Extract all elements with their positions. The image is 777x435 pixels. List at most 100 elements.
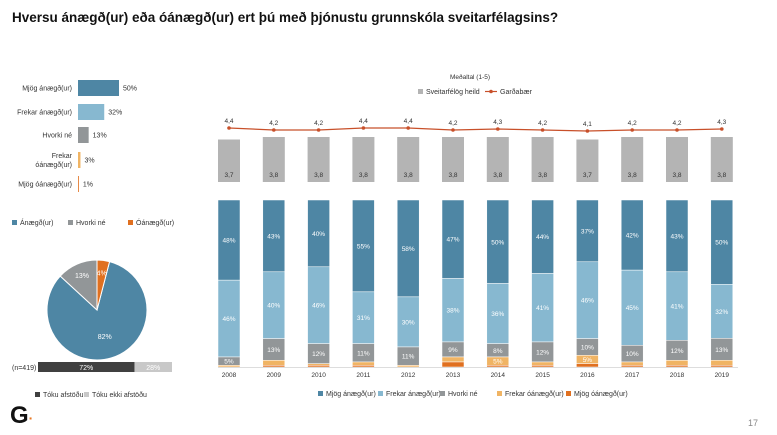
stacked-value: 9% [448, 347, 458, 354]
mean-bar [397, 137, 420, 182]
mean-bar-value: 3,8 [717, 172, 726, 179]
legend-label: Garðabær [500, 88, 533, 96]
stacked-value: 32% [715, 309, 728, 316]
stacked-value: 50% [715, 240, 728, 247]
n-label: (n=419) [12, 365, 36, 372]
stacked-value: 37% [581, 228, 594, 235]
year-label: 2017 [625, 372, 640, 379]
legend-label: Tóku afstöðu [43, 391, 84, 399]
hbar-label: Frekar [52, 153, 73, 160]
hbar [78, 80, 119, 96]
mean-marker [272, 128, 276, 132]
stacked-value: 41% [670, 304, 683, 311]
legend-swatch [128, 220, 133, 225]
mean-marker [675, 128, 679, 132]
stacked-segment [307, 365, 330, 368]
mean-line-value: 4,4 [359, 118, 368, 125]
year-label: 2012 [401, 372, 416, 379]
mean-marker [316, 128, 321, 132]
stacked-segment [531, 361, 554, 366]
stacked-value: 46% [222, 316, 235, 323]
year-label: 2009 [267, 372, 282, 379]
stacked-value: 48% [222, 238, 235, 245]
stacked-value: 12% [312, 351, 325, 358]
mean-bar-value: 3,8 [493, 172, 502, 179]
legend-label: Ánægð(ur) [20, 218, 53, 227]
year-label: 2008 [222, 372, 237, 379]
mean-marker [630, 128, 634, 132]
mean-bar [262, 137, 285, 182]
mean-bar [307, 137, 330, 182]
year-label: 2010 [311, 372, 326, 379]
mean-bar-value: 3,8 [448, 172, 457, 179]
mean-marker [227, 126, 231, 130]
stacked-segment [262, 360, 286, 366]
stacked-segment [441, 356, 465, 363]
stacked-segment [307, 363, 330, 366]
mean-bar [486, 137, 509, 182]
hbar-value: 13% [93, 133, 107, 140]
mean-bar-value: 3,8 [404, 172, 413, 179]
stacked-segment [620, 365, 644, 368]
afstada-bar [134, 362, 172, 372]
hbar [78, 176, 79, 192]
stacked-value: 46% [581, 298, 594, 305]
stacked-value: 50% [491, 239, 504, 246]
stacked-segment [217, 365, 241, 368]
stacked-segment [710, 365, 734, 368]
mean-line-value: 4,2 [628, 120, 637, 127]
mean-line [228, 127, 722, 132]
stacked-segment [665, 360, 689, 366]
stacked-value: 38% [446, 308, 459, 315]
mean-bar-value: 3,7 [583, 172, 592, 179]
mean-marker [720, 127, 724, 131]
legend-marker [489, 89, 493, 94]
mean-bar [352, 137, 375, 182]
mean-bar [531, 137, 554, 182]
mean-line-value: 4,1 [583, 121, 592, 128]
mean-marker [406, 126, 411, 130]
stacked-segment [665, 365, 689, 368]
legend-swatch [35, 392, 40, 397]
stacked-value: 46% [312, 303, 325, 310]
stacked-segment [352, 361, 375, 366]
pie-label: 13% [75, 273, 89, 280]
mean-bar [218, 139, 240, 182]
mean-line-value: 4,2 [538, 120, 547, 127]
legend-swatch [378, 391, 383, 396]
stacked-value: 55% [357, 243, 370, 250]
mean-marker [451, 128, 455, 132]
year-label: 2014 [491, 372, 506, 379]
legend-swatch [318, 391, 323, 396]
mean-bar [666, 137, 688, 182]
legend-label: Mjög óánægð(ur) [574, 390, 628, 398]
mean-bar [621, 137, 644, 182]
stacked-value: 44% [536, 234, 549, 241]
mean-title: Meðaltal (1-5) [450, 73, 490, 81]
legend-label: Mjög ánægð(ur) [326, 390, 376, 398]
afstada-value: 28% [146, 365, 160, 372]
hbar-value: 32% [108, 110, 122, 117]
mean-line-value: 4,3 [493, 119, 502, 126]
stacked-value: 58% [402, 246, 415, 253]
stacked-value: 31% [357, 315, 370, 322]
year-label: 2016 [580, 372, 595, 379]
hbar [78, 127, 89, 143]
afstada-value: 72% [79, 365, 93, 372]
hbar-label: Frekar ánægð(ur) [17, 109, 72, 117]
mean-bar [576, 139, 599, 182]
legend-label: Hvorki né [76, 220, 106, 227]
legend-swatch [68, 220, 73, 225]
stacked-value: 10% [626, 351, 639, 358]
stacked-value: 36% [491, 311, 504, 318]
mean-marker [540, 128, 545, 132]
afstada-bar [38, 362, 135, 372]
stacked-segment [710, 360, 734, 366]
page-title: Hversu ánægð(ur) eða óánægð(ur) ert þú m… [12, 10, 559, 25]
hbar [78, 152, 81, 168]
stacked-value: 13% [715, 347, 728, 354]
mean-line-value: 4,4 [404, 118, 413, 125]
stacked-value: 40% [312, 231, 325, 238]
stacked-value: 8% [493, 348, 503, 355]
